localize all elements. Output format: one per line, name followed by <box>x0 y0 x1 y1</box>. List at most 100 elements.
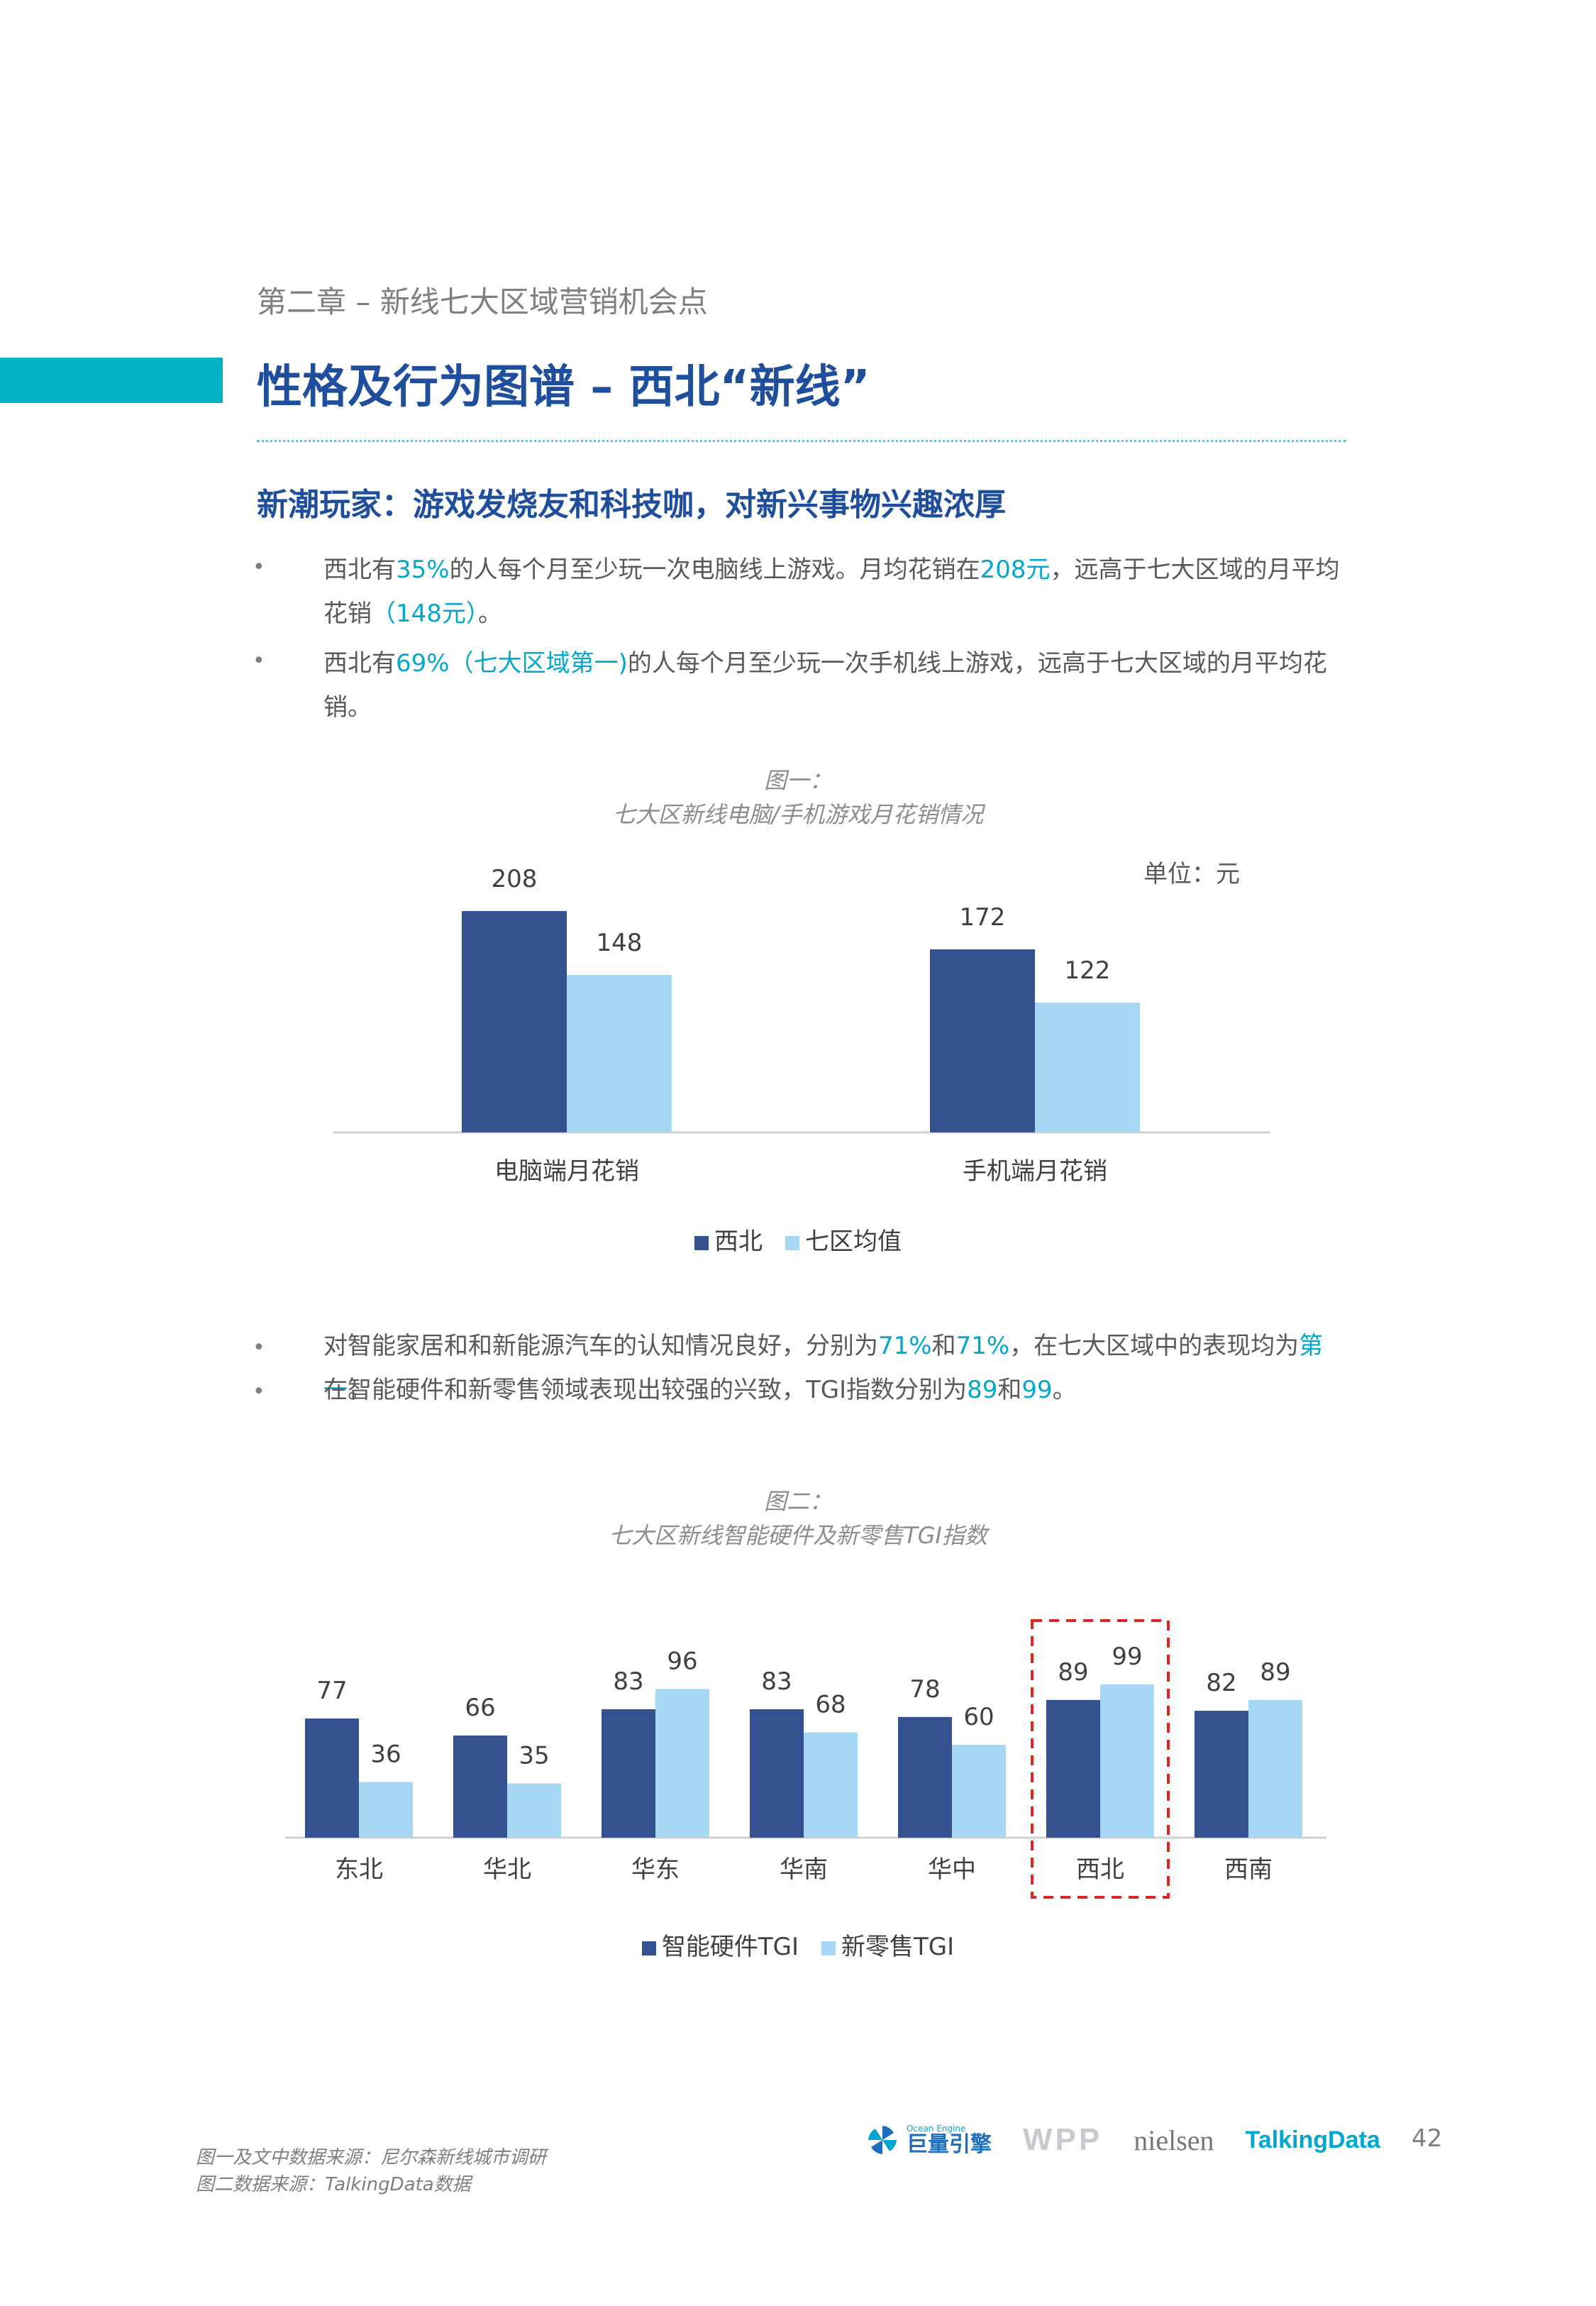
legend-swatch <box>785 1235 799 1250</box>
category-label: 华东 <box>631 1855 680 1884</box>
highlight-text: （148元） <box>372 600 478 628</box>
dotted-divider <box>257 440 1346 442</box>
category-label: 手机端月花销 <box>963 1157 1107 1186</box>
body-text: ，在七大区域中的表现均为 <box>1009 1332 1299 1360</box>
legend-item: 智能硬件TGI <box>641 1927 799 1962</box>
highlight-text: 69%（七大区域第一) <box>396 649 628 678</box>
data-label: 172 <box>960 903 1006 932</box>
bar <box>305 1719 359 1838</box>
data-label: 60 <box>963 1703 994 1731</box>
body-text: 。 <box>348 1376 372 1404</box>
bullet-marker: • <box>253 555 265 580</box>
legend-item: 新零售TGI <box>821 1927 954 1962</box>
pinwheel-icon <box>868 2126 897 2154</box>
data-label: 83 <box>613 1667 643 1696</box>
source-note-1: 图一及文中数据来源：尼尔森新线城市调研 <box>196 2147 547 2168</box>
highlight-box <box>1031 1619 1170 1899</box>
body-text: 。 <box>477 600 502 628</box>
bar <box>1248 1699 1302 1838</box>
bar <box>359 1782 413 1838</box>
chart1-legend: 西北 七区均值 <box>0 1222 1596 1257</box>
legend-item: 七区均值 <box>785 1222 902 1257</box>
oceanengine-en: Ocean Engine <box>907 2124 966 2134</box>
legend-item: 西北 <box>694 1222 763 1257</box>
highlight-text: 99 <box>1021 1376 1053 1404</box>
data-label: 36 <box>370 1740 401 1768</box>
highlight-text: 35% <box>396 556 450 584</box>
data-label: 78 <box>909 1675 940 1704</box>
bullet-marker: • <box>253 1379 265 1404</box>
bar <box>453 1736 507 1838</box>
oceanengine-logo: Ocean Engine 巨量引擎 <box>865 2123 992 2157</box>
legend-swatch <box>641 1941 656 1955</box>
highlight-text: 89 <box>967 1376 998 1404</box>
body-text: ，远高于七大区域的月平均花销 <box>323 556 1340 628</box>
category-label: 华南 <box>780 1855 828 1884</box>
bar <box>462 911 567 1132</box>
category-label: 东北 <box>335 1855 383 1884</box>
category-label: 西南 <box>1224 1855 1273 1884</box>
category-label: 华中 <box>928 1855 976 1884</box>
bullet-marker: • <box>253 649 265 673</box>
data-label: 89 <box>1260 1658 1290 1687</box>
bar <box>898 1716 952 1838</box>
bar <box>952 1745 1006 1838</box>
nielsen-logo: nielsen <box>1134 2124 1214 2156</box>
body-text: 。 <box>1052 1376 1077 1404</box>
data-label: 96 <box>667 1648 697 1676</box>
figure1-caption: 图一： 七大区新线电脑/手机游戏月花销情况 <box>0 763 1596 832</box>
data-label: 83 <box>761 1667 792 1696</box>
body-text: 和 <box>931 1332 956 1360</box>
wpp-logo: WPP <box>1023 2122 1103 2157</box>
category-label: 华北 <box>483 1855 531 1884</box>
page-number: 42 <box>1412 2124 1443 2153</box>
bar <box>602 1709 655 1838</box>
source-notes: 图一及文中数据来源：尼尔森新线城市调研 图二数据来源：TalkingData数据 <box>196 2144 546 2198</box>
talkingdata-logo: TalkingData <box>1245 2126 1380 2153</box>
data-label: 68 <box>815 1691 846 1719</box>
body-text: 和 <box>997 1376 1022 1404</box>
bar <box>655 1689 709 1838</box>
bullet-marker: • <box>253 1335 265 1360</box>
legend-label: 智能硬件TGI <box>661 1933 799 1961</box>
bar <box>567 975 672 1132</box>
data-label: 77 <box>316 1677 347 1705</box>
category-label: 电脑端月花销 <box>494 1157 639 1186</box>
figure1-label: 图一： <box>763 767 832 794</box>
figure2-title: 七大区新线智能硬件及新零售TGI指数 <box>609 1522 987 1549</box>
highlight-text: 71% <box>878 1332 932 1360</box>
body-text: 的人每个月至少玩一次手机线上游戏，远高于七大区域的月平均花销。 <box>323 649 1327 722</box>
legend-swatch <box>694 1235 709 1250</box>
chart2-legend: 智能硬件TGI 新零售TGI <box>0 1927 1596 1962</box>
bar <box>804 1732 858 1838</box>
bar <box>1195 1711 1248 1838</box>
chapter-heading: 第二章 – 新线七大区域营销机会点 <box>257 285 708 319</box>
bullet-text: 西北有69%（七大区域第一)的人每个月至少玩一次手机线上游戏，远高于七大区域的月… <box>323 641 1359 729</box>
bar <box>1046 1699 1100 1838</box>
data-label: 82 <box>1206 1669 1236 1697</box>
oceanengine-cn: 巨量引擎 <box>907 2132 992 2157</box>
bar <box>930 949 1035 1132</box>
figure1-title: 七大区新线电脑/手机游戏月花销情况 <box>612 801 984 828</box>
legend-label: 西北 <box>714 1228 763 1256</box>
body-text: 西北有 <box>323 649 396 678</box>
chart1-unit: 单位：元 <box>1143 860 1240 888</box>
data-label: 148 <box>597 929 643 957</box>
bar <box>507 1783 561 1838</box>
figure2-label: 图二： <box>763 1488 832 1515</box>
data-label: 208 <box>492 865 538 893</box>
body-text: 西北有 <box>323 556 396 584</box>
partner-logos: Ocean Engine 巨量引擎 WPP nielsen TalkingDat… <box>865 2119 1380 2161</box>
bullet-text: 在智能硬件和新零售领域表现出较强的兴致，TGI指数分别为89和99。 <box>323 1368 1359 1412</box>
bar <box>1100 1684 1154 1838</box>
data-label: 89 <box>1058 1658 1088 1687</box>
bullet-text: 西北有35%的人每个月至少玩一次电脑线上游戏。月均花销在208元，远高于七大区域… <box>323 548 1359 636</box>
bullet-text: 对智能家居和和新能源汽车的认知情况良好，分别为71%和71%，在七大区域中的表现… <box>323 1324 1359 1412</box>
highlight-text: 71% <box>955 1332 1010 1360</box>
data-label: 35 <box>519 1742 549 1770</box>
chart1: 208 148 电脑端月花销 172 122 手机端月花销 <box>333 865 1270 1186</box>
bar <box>750 1709 804 1838</box>
highlight-text: 第一 <box>323 1332 1324 1404</box>
body-text: 的人每个月至少玩一次电脑线上游戏。月均花销在 <box>449 556 980 584</box>
bar <box>1035 1003 1140 1132</box>
